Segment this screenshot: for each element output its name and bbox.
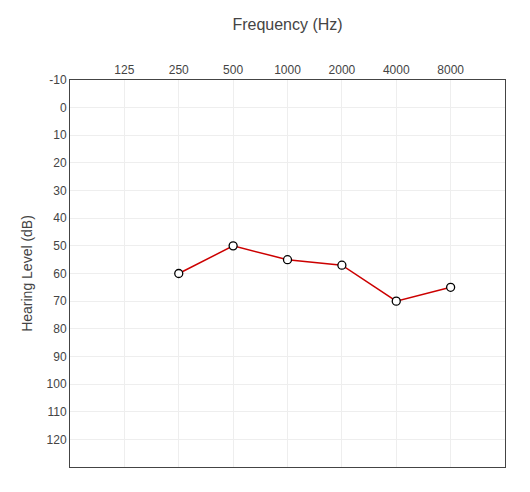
svg-text:0: 0 xyxy=(60,101,67,115)
svg-text:50: 50 xyxy=(53,239,67,253)
svg-text:Frequency (Hz): Frequency (Hz) xyxy=(232,16,342,33)
svg-text:Hearing Level (dB): Hearing Level (dB) xyxy=(19,215,35,332)
svg-text:100: 100 xyxy=(47,377,67,391)
svg-text:90: 90 xyxy=(53,350,67,364)
svg-text:1000: 1000 xyxy=(274,63,301,77)
svg-text:250: 250 xyxy=(169,63,189,77)
svg-text:20: 20 xyxy=(53,156,67,170)
svg-text:2000: 2000 xyxy=(329,63,356,77)
svg-text:125: 125 xyxy=(114,63,134,77)
svg-text:-10: -10 xyxy=(49,73,67,87)
svg-text:8000: 8000 xyxy=(437,63,464,77)
svg-text:30: 30 xyxy=(53,184,67,198)
svg-text:40: 40 xyxy=(53,211,67,225)
svg-text:500: 500 xyxy=(223,63,243,77)
svg-text:10: 10 xyxy=(53,128,67,142)
svg-text:80: 80 xyxy=(53,322,67,336)
svg-text:70: 70 xyxy=(53,294,67,308)
svg-text:60: 60 xyxy=(53,267,67,281)
svg-text:110: 110 xyxy=(47,405,66,419)
svg-text:4000: 4000 xyxy=(383,63,410,77)
svg-text:120: 120 xyxy=(47,433,67,447)
